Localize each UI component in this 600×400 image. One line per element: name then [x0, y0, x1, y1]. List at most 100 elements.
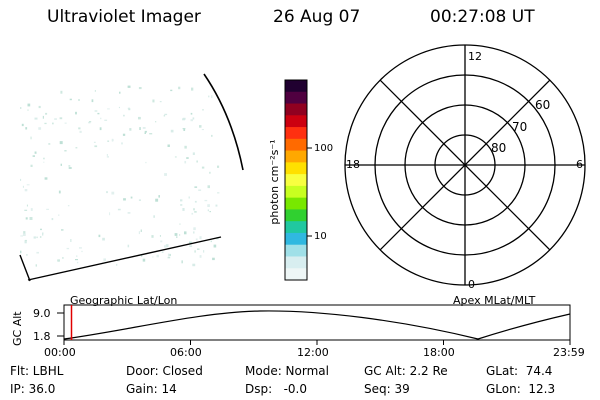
speckle-pixel [190, 112, 193, 115]
speckle-pixel [25, 217, 28, 220]
speckle-pixel [186, 157, 189, 159]
colorbar-band [285, 244, 307, 258]
speckle-pixel [24, 189, 28, 192]
speckle-pixel [194, 211, 197, 213]
speckle-pixel [211, 134, 213, 137]
colorbar-band [285, 185, 307, 199]
speckle-pixel [201, 166, 205, 169]
speckle-pixel [60, 163, 62, 166]
speckle-pixel [25, 127, 28, 130]
speckle-pixel [104, 119, 108, 121]
speckle-pixel [193, 208, 195, 211]
speckle-pixel [123, 114, 125, 117]
speckle-pixel [188, 196, 190, 199]
speckle-pixel [155, 198, 159, 202]
x-ticks [63, 340, 571, 345]
speckle-pixel [167, 253, 170, 257]
speckle-pixel [138, 87, 142, 90]
instrument-title: Ultraviolet Imager [47, 7, 201, 27]
speckle-pixel [107, 140, 110, 142]
speckle-pixel [207, 204, 210, 207]
speckle-pixel [102, 237, 105, 241]
speckle-pixel [30, 136, 32, 140]
image-frame-bottom [27, 236, 222, 281]
colorbar-frame [284, 79, 308, 281]
speckle-pixel [123, 198, 126, 201]
observation-date: 26 Aug 07 [273, 7, 361, 27]
speckle-pixel [211, 95, 213, 99]
speckle-pixel [111, 139, 114, 141]
speckle-pixel [24, 240, 27, 244]
timeline-left-label: Geographic Lat/Lon [70, 294, 178, 307]
speckle-pixel [109, 212, 111, 216]
speckle-pixel [142, 258, 146, 262]
speckle-pixel [67, 205, 70, 207]
speckle-pixel [204, 199, 208, 202]
speckle-pixel [144, 132, 146, 134]
speckle-pixel [54, 118, 57, 120]
speckle-pixel [40, 228, 42, 231]
colorbar-band [285, 221, 307, 234]
speckle-pixel [201, 129, 204, 131]
speckle-pixel [192, 117, 195, 120]
speckle-pixel [138, 116, 141, 120]
speckle-pixel [27, 109, 29, 111]
speckle-pixel [189, 241, 192, 244]
speckle-pixel [127, 244, 130, 248]
speckle-pixel [197, 248, 200, 250]
speckle-pixel [94, 145, 98, 148]
timeline-xtick-2359: 23:59 [553, 346, 585, 359]
speckle-pixel [59, 117, 63, 120]
seq-status: Seq: 39 [364, 382, 410, 396]
speckle-pixel [51, 218, 54, 221]
speckle-pixel [99, 127, 102, 131]
speckle-pixel [167, 144, 170, 147]
speckle-pixel [39, 236, 42, 238]
speckle-pixel [68, 167, 72, 169]
speckle-pixel [121, 142, 123, 145]
colorbar-band [285, 174, 307, 187]
speckle-pixel [79, 130, 82, 133]
speckle-pixel [36, 236, 38, 239]
speckle-pixel [182, 208, 185, 211]
speckle-pixel [44, 177, 48, 180]
speckle-pixel [21, 123, 24, 127]
speckle-pixel [122, 133, 126, 136]
speckle-pixel [103, 258, 106, 262]
speckle-pixel [149, 133, 153, 135]
speckle-pixel [209, 211, 211, 213]
speckle-pixel [45, 112, 48, 115]
speckle-pixel [30, 208, 33, 211]
speckle-pixel [164, 113, 168, 116]
colorbar-band [285, 162, 307, 175]
speckle-pixel [38, 105, 41, 109]
speckle-pixel [180, 199, 183, 202]
speckle-pixel [46, 208, 49, 210]
colorbar-label-10: 10 [314, 231, 327, 242]
speckle-pixel [26, 184, 30, 186]
speckle-pixel [208, 95, 210, 98]
speckle-pixel [138, 231, 140, 235]
speckle-pixel [60, 90, 63, 94]
speckle-pixel [194, 250, 196, 253]
speckle-pixel [183, 128, 186, 131]
image-frame-left [19, 254, 31, 282]
speckle-pixel [81, 250, 83, 253]
speckle-pixel [118, 106, 120, 109]
speckle-pixel [93, 141, 96, 143]
lat-label-60: 60 [535, 98, 550, 112]
speckle-pixel [20, 107, 22, 109]
speckle-pixel [111, 191, 115, 195]
speckle-pixel [210, 240, 212, 243]
speckle-pixel [193, 231, 195, 234]
colorbar-band [285, 138, 307, 152]
speckle-pixel [145, 161, 147, 164]
speckle-pixel [199, 125, 202, 128]
speckle-pixel [164, 173, 167, 176]
speckle-pixel [142, 127, 146, 129]
speckle-pixel [59, 141, 63, 145]
colorbar-band [285, 197, 307, 211]
speckle-pixel [140, 229, 142, 232]
speckle-pixel [179, 234, 181, 236]
